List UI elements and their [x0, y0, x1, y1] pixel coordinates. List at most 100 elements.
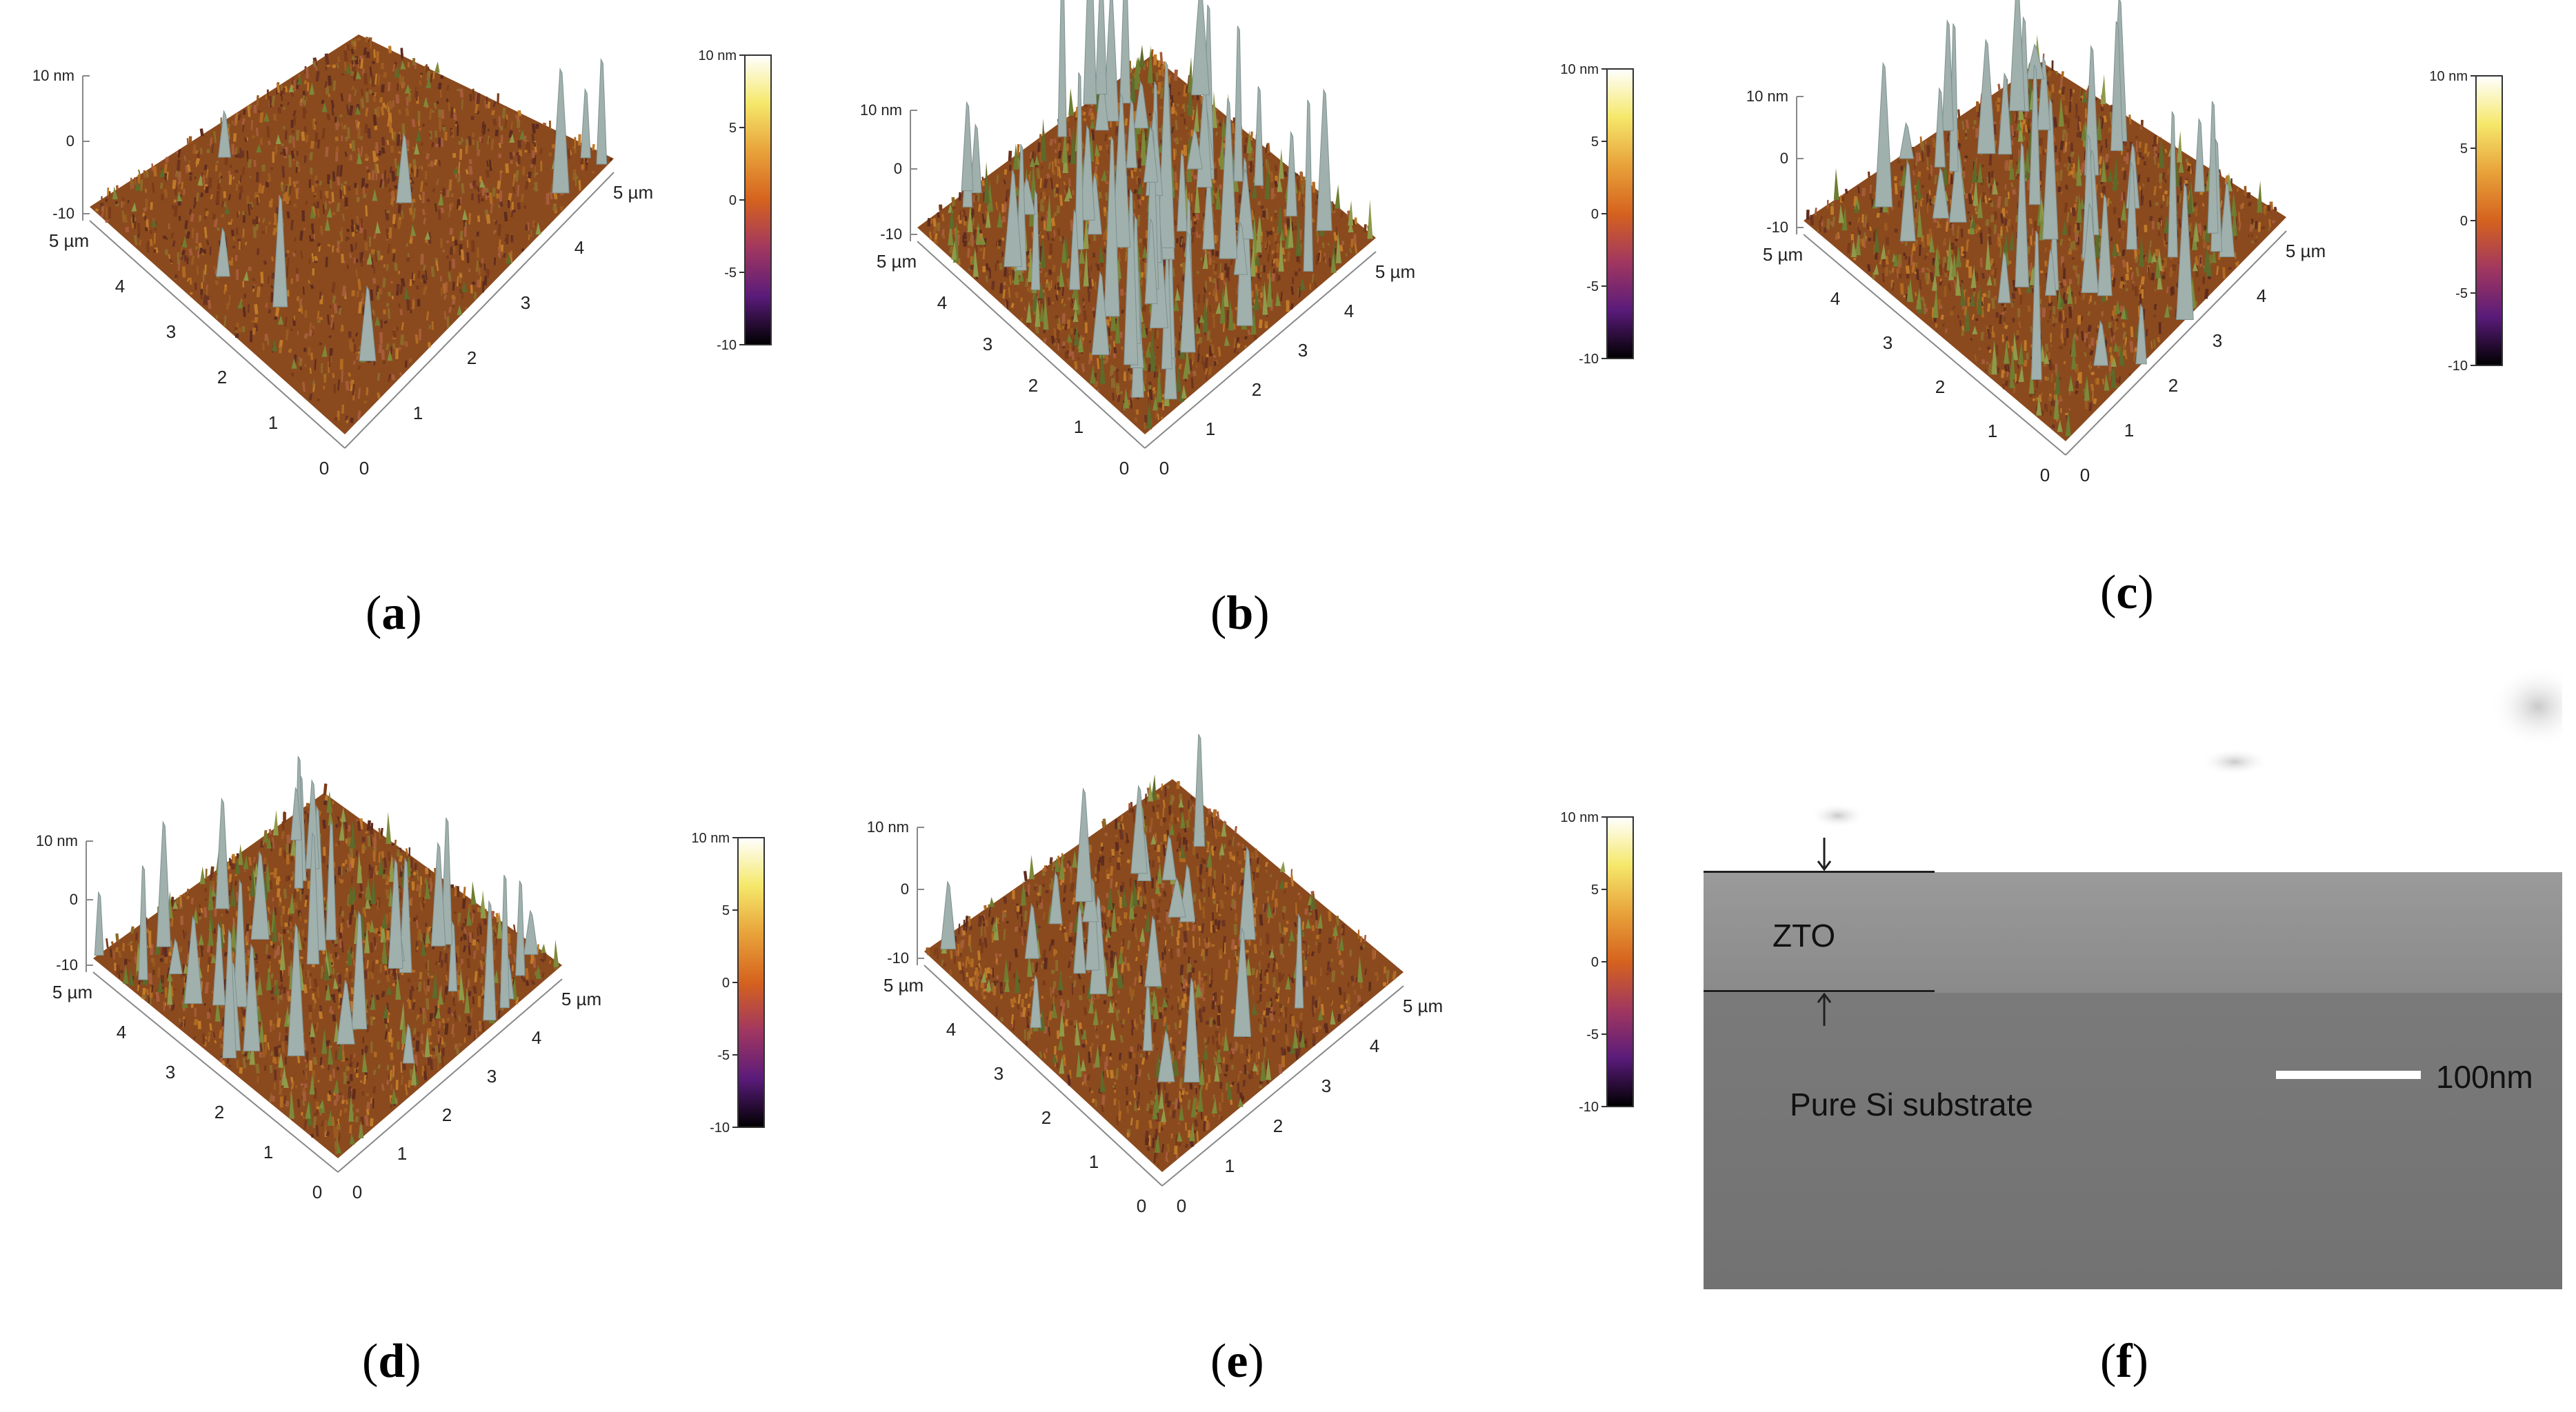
- surface-texture: [381, 102, 386, 108]
- surface-grain: [479, 179, 486, 188]
- surface-texture: [2060, 191, 2064, 194]
- z-tick-label: 10 nm: [1746, 88, 1788, 105]
- surface-texture: [308, 347, 311, 356]
- surface-texture: [296, 296, 300, 301]
- surface-texture: [1910, 255, 1913, 266]
- surface-texture: [1006, 188, 1010, 198]
- surface-texture: [350, 243, 354, 252]
- surface-grain: [1115, 308, 1121, 344]
- surface-texture: [1899, 283, 1904, 295]
- surface-texture: [970, 235, 975, 247]
- surface-grain: [1851, 239, 1857, 257]
- surface-grain: [1942, 152, 1948, 185]
- surface-grain: [426, 76, 432, 88]
- surface-texture: [210, 194, 213, 200]
- surface-texture: [592, 143, 595, 151]
- surface-texture: [1049, 139, 1054, 146]
- surface-texture: [2234, 252, 2237, 259]
- surface-texture: [324, 66, 328, 71]
- surface-grain: [2101, 155, 2107, 183]
- surface-grain: [988, 179, 994, 212]
- surface-grain: [1202, 248, 1208, 270]
- surface-texture: [1266, 230, 1269, 237]
- surface-texture: [495, 220, 498, 225]
- surface-texture: [1001, 216, 1006, 223]
- surface-grain: [1278, 148, 1284, 179]
- surface-texture: [190, 213, 194, 222]
- surface-grain: [1178, 388, 1184, 402]
- surface-grain: [1256, 215, 1262, 252]
- surface-texture: [1204, 357, 1208, 368]
- surface-texture: [513, 209, 516, 213]
- surface-texture: [169, 259, 173, 263]
- surface-texture: [2165, 241, 2168, 245]
- surface-texture: [1857, 216, 1861, 223]
- surface-texture: [387, 292, 392, 297]
- surface-grain: [346, 63, 352, 74]
- surface-texture: [1985, 219, 1990, 227]
- surface-texture: [1096, 263, 1100, 271]
- surface-texture: [1938, 223, 1942, 229]
- surface-texture: [428, 868, 431, 877]
- surface-texture: [1064, 323, 1068, 330]
- surface-texture: [1215, 281, 1218, 293]
- surface-grain: [1072, 309, 1079, 322]
- surface-grain: [1973, 177, 1979, 206]
- surface-texture: [1112, 392, 1115, 401]
- surface-texture: [317, 310, 320, 319]
- surface-texture: [1333, 232, 1338, 241]
- surface-grain: [1985, 237, 1991, 270]
- surface-texture: [2157, 152, 2159, 158]
- surface-texture: [1191, 95, 1195, 100]
- surface-texture: [1134, 416, 1138, 423]
- surface-texture: [366, 88, 369, 92]
- surface-grain: [1012, 143, 1019, 170]
- surface-grain: [177, 192, 183, 202]
- surface-texture: [1108, 137, 1112, 141]
- surface-texture: [388, 121, 392, 133]
- surface-texture: [2080, 163, 2085, 174]
- surface-texture: [1012, 269, 1016, 281]
- surface-texture: [1161, 399, 1164, 411]
- surface-texture: [2188, 225, 2192, 232]
- surface-texture: [2048, 310, 2053, 319]
- surface-texture: [476, 279, 480, 288]
- surface-texture: [1275, 270, 1279, 282]
- surface-texture: [981, 180, 985, 186]
- surface-texture: [441, 126, 446, 132]
- surface-grain: [1277, 202, 1284, 234]
- surface-texture: [393, 176, 397, 181]
- surface-texture: [1997, 196, 2001, 208]
- surface-grain: [1187, 57, 1193, 93]
- surface-texture: [317, 139, 321, 149]
- surface-texture: [518, 150, 523, 157]
- surface-texture: [1994, 267, 1997, 279]
- surface-texture: [527, 171, 532, 179]
- surface-texture: [1908, 256, 1910, 265]
- surface-texture: [1978, 347, 1981, 351]
- surface-texture: [316, 201, 320, 209]
- surface-texture: [1270, 272, 1276, 282]
- surface-texture: [523, 135, 527, 142]
- surface-texture: [1954, 238, 1959, 242]
- surface-texture: [270, 199, 273, 208]
- surface-texture: [1130, 170, 1134, 179]
- surface-grain: [437, 192, 443, 205]
- surface-texture: [1274, 165, 1278, 172]
- surface-texture: [475, 110, 480, 115]
- surface-texture: [1261, 285, 1265, 297]
- surface-texture: [460, 137, 464, 142]
- surface-grain: [404, 83, 410, 94]
- surface-texture: [488, 159, 492, 172]
- surface-texture: [446, 255, 450, 259]
- surface-texture: [1260, 205, 1265, 210]
- surface-texture: [1864, 216, 1868, 228]
- surface-texture: [266, 179, 270, 183]
- surface-texture: [1888, 270, 1892, 274]
- surface-texture: [286, 196, 290, 201]
- surface-texture: [486, 160, 490, 168]
- surface-texture: [401, 322, 404, 331]
- surface-texture: [2179, 181, 2182, 191]
- surface-texture: [303, 125, 308, 132]
- surface-texture: [168, 223, 170, 230]
